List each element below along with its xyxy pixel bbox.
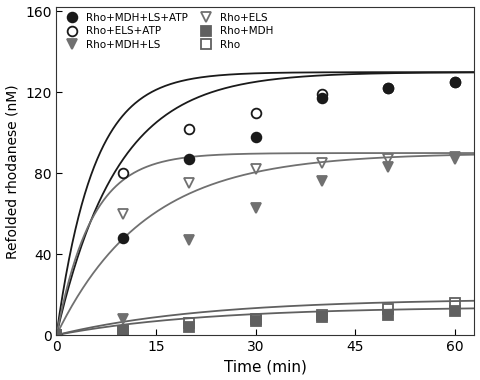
Y-axis label: Refolded rhodanese (nM): Refolded rhodanese (nM) <box>6 84 20 258</box>
X-axis label: Time (min): Time (min) <box>224 359 307 374</box>
Legend: Rho+MDH+LS+ATP, Rho+ELS+ATP, Rho+MDH+LS, Rho+ELS, Rho+MDH, Rho: Rho+MDH+LS+ATP, Rho+ELS+ATP, Rho+MDH+LS,… <box>60 11 275 52</box>
